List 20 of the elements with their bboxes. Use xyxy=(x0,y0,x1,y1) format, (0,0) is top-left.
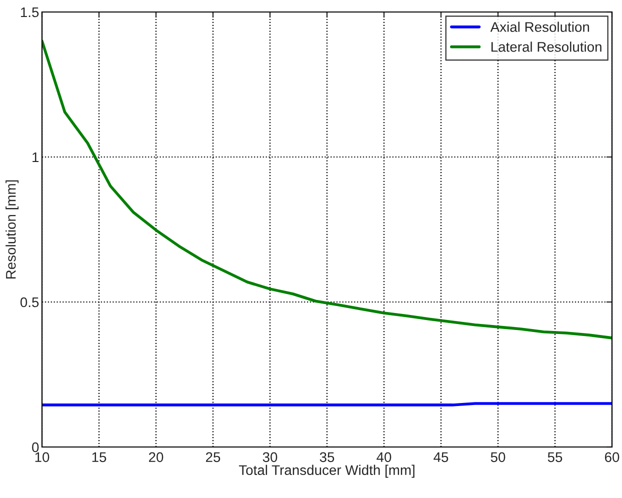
x-axis-title: Total Transducer Width [mm] xyxy=(238,464,414,478)
x-tick-label: 15 xyxy=(92,452,106,462)
x-tick-label: 40 xyxy=(376,452,392,462)
x-tick-label: 10 xyxy=(35,452,50,462)
x-tick-label: 30 xyxy=(262,452,278,462)
x-tick-label: 45 xyxy=(434,452,448,462)
y-tick-label: 0 xyxy=(32,442,39,452)
line-series xyxy=(42,40,612,340)
y-axis-title: Resolution [mm] xyxy=(6,180,19,279)
y-tick-label: 1 xyxy=(32,152,39,162)
x-tick-label: 60 xyxy=(604,452,620,462)
legend-label: Axial Resolution xyxy=(490,22,590,32)
legend-label: Lateral Resolution xyxy=(491,42,602,52)
y-tick-label: 0.5 xyxy=(20,297,39,308)
x-tick-label: 50 xyxy=(490,452,506,462)
y-tick-label: 1.5 xyxy=(20,7,39,18)
x-tick-label: 35 xyxy=(320,452,334,462)
x-tick-label: 25 xyxy=(206,452,220,462)
x-tick-label: 20 xyxy=(148,452,164,462)
x-tick-label: 55 xyxy=(548,452,562,462)
